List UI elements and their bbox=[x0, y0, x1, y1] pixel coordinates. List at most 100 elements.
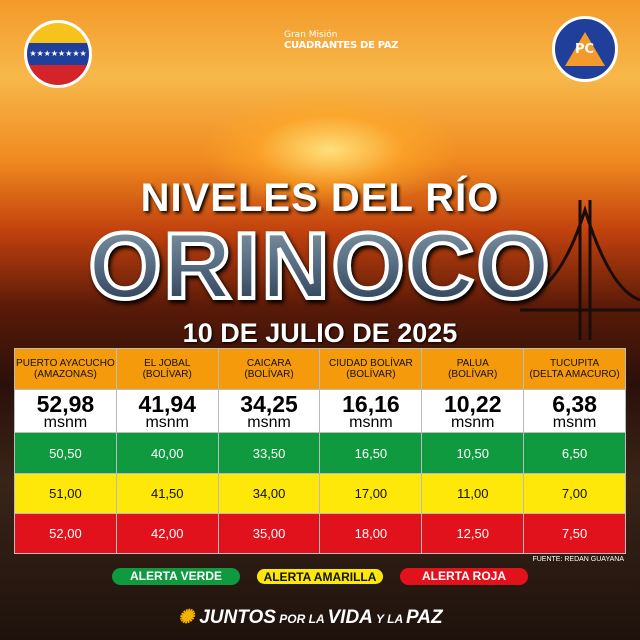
table-cell: 35,00 bbox=[217, 513, 321, 554]
alerta-amarilla-value: 7,00 bbox=[561, 486, 588, 501]
bridge-silhouette bbox=[520, 200, 640, 340]
current-level: 16,16 bbox=[342, 390, 400, 417]
table-row: PUERTO AYACUCHO (AMAZONAS) EL JOBAL (BOLÍVA… bbox=[14, 348, 626, 390]
slogan-part: VIDA bbox=[327, 607, 373, 628]
table-cell: EL JOBAL (BOLÍVAR) bbox=[115, 348, 219, 390]
current-level: 34,25 bbox=[240, 390, 298, 417]
table-cell: 33,50 bbox=[217, 432, 321, 474]
slogan-part: JUNTOS bbox=[199, 607, 276, 628]
legend-alerta-amarilla: ALERTA AMARILLA bbox=[256, 568, 384, 585]
table-cell: CIUDAD BOLÍVAR (BOLÍVAR) bbox=[319, 348, 423, 390]
alerta-verde-value: 40,00 bbox=[150, 445, 184, 461]
table-cell: PALUA (BOLÍVAR) bbox=[421, 348, 525, 390]
table-cell: 42,00 bbox=[115, 513, 219, 554]
alerta-amarilla-value: 51,00 bbox=[49, 486, 82, 501]
river-levels-table: PUERTO AYACUCHO (AMAZONAS) EL JOBAL (BOLÍVA… bbox=[14, 348, 626, 554]
station-region: (BOLÍVAR) bbox=[244, 369, 294, 380]
station-region: (AMAZONAS) bbox=[34, 369, 97, 380]
table-cell: TUCUPITA (DELTA AMACURO) bbox=[523, 348, 626, 390]
table-cell: 34,00 bbox=[217, 473, 321, 514]
current-level: 41,94 bbox=[138, 390, 197, 417]
cuadrantes-de-paz-logo: Gran Misión CUADRANTES DE PAZ bbox=[268, 30, 399, 51]
level-unit: msnm bbox=[145, 413, 190, 431]
legend-alerta-verde: ALERTA VERDE bbox=[112, 568, 240, 585]
date: 10 DE JULIO DE 2025 bbox=[182, 318, 458, 348]
table-cell: 41,50 bbox=[115, 473, 219, 514]
level-unit: msnm bbox=[349, 413, 393, 431]
table-cell: 7,50 bbox=[523, 513, 626, 554]
table-cell: 6,50 bbox=[523, 432, 626, 474]
alerta-amarilla-value: 34,00 bbox=[252, 486, 286, 501]
table-cell: 17,00 bbox=[319, 473, 423, 514]
table-cell: 41,94 msnm bbox=[115, 389, 219, 433]
sunset-glow bbox=[200, 90, 460, 210]
slogan: ✺ JUNTOS POR LA VIDA Y LA PAZ bbox=[178, 606, 443, 629]
legend-alerta-roja: ALERTA ROJA bbox=[400, 568, 528, 585]
alerta-roja-value: 35,00 bbox=[252, 526, 286, 541]
people-icon: ✺ bbox=[178, 607, 194, 628]
ministry-logo: ★★★★★★★★ bbox=[24, 20, 92, 88]
table-cell: 40,00 bbox=[115, 432, 219, 474]
current-level: 10,22 bbox=[443, 390, 502, 417]
current-level: 6,38 bbox=[552, 390, 597, 417]
level-unit: msnm bbox=[247, 413, 291, 431]
table-cell: 16,50 bbox=[319, 432, 423, 474]
table-cell: 7,00 bbox=[523, 473, 626, 514]
alerta-amarilla-value: 41,50 bbox=[150, 486, 184, 501]
proteccion-civil-logo: PC bbox=[552, 16, 618, 82]
alerta-verde-value: 33,50 bbox=[252, 445, 286, 461]
table-cell: 51,00 bbox=[14, 473, 117, 514]
alerta-roja-value: 12,50 bbox=[456, 526, 489, 541]
table-cell: 52,00 bbox=[14, 513, 117, 554]
station-region: (BOLÍVAR) bbox=[142, 369, 192, 380]
level-unit: msnm bbox=[552, 413, 597, 431]
alerta-verde-value: 10,50 bbox=[456, 445, 489, 461]
source: FUENTE: REDAN GUAYANA bbox=[532, 556, 624, 563]
station-name: PALUA bbox=[456, 358, 489, 369]
table-cell: 16,16 msnm bbox=[319, 389, 423, 433]
pc-label: PC bbox=[575, 42, 595, 57]
table-cell: CAICARA (BOLÍVAR) bbox=[217, 348, 321, 390]
table-cell: 6,38 msnm bbox=[523, 389, 626, 433]
station-region: (DELTA AMACURO) bbox=[529, 369, 620, 380]
logo-subtitle: Gran Misión bbox=[284, 30, 338, 40]
table-cell: 12,50 bbox=[421, 513, 525, 554]
alerta-amarilla-value: 17,00 bbox=[354, 486, 388, 501]
alerta-roja-value: 18,00 bbox=[354, 526, 388, 541]
alerta-verde-value: 6,50 bbox=[561, 445, 588, 461]
station-name: CIUDAD BOLÍVAR bbox=[329, 358, 413, 369]
station-region: (BOLÍVAR) bbox=[448, 369, 498, 380]
station-name: PUERTO AYACUCHO bbox=[16, 358, 115, 369]
table-cell: 52,98 msnm bbox=[14, 389, 117, 433]
station-region: (BOLÍVAR) bbox=[346, 369, 396, 380]
table-cell: 10,50 bbox=[421, 432, 525, 474]
alerta-roja-value: 42,00 bbox=[150, 526, 184, 541]
table-cell: PUERTO AYACUCHO (AMAZONAS) bbox=[14, 348, 117, 390]
level-unit: msnm bbox=[43, 413, 88, 431]
alerta-verde-value: 16,50 bbox=[354, 445, 388, 461]
alerta-amarilla-value: 11,00 bbox=[456, 486, 489, 501]
table-row: 52,00 42,00 35,00 18,00 12,50 7,50 bbox=[14, 513, 626, 554]
table-cell: 34,25 msnm bbox=[217, 389, 321, 433]
table-cell: 50,50 bbox=[14, 432, 117, 474]
title-line2: ORINOCO bbox=[0, 211, 640, 320]
table-cell: 11,00 bbox=[421, 473, 525, 514]
alerta-verde-value: 50,50 bbox=[49, 445, 82, 461]
level-unit: msnm bbox=[450, 413, 495, 431]
alerta-roja-value: 7,50 bbox=[561, 526, 588, 541]
title-line1: NIVELES DEL RÍO bbox=[140, 176, 500, 220]
table-cell: 10,22 msnm bbox=[421, 389, 525, 433]
slogan-part: Y LA bbox=[372, 612, 407, 626]
alerta-roja-value: 52,00 bbox=[49, 526, 82, 541]
station-name: TUCUPITA bbox=[549, 358, 600, 369]
table-cell: 18,00 bbox=[319, 513, 423, 554]
slogan-part: POR LA bbox=[275, 612, 328, 626]
table-row: 50,50 40,00 33,50 16,50 10,50 6,50 bbox=[14, 432, 626, 474]
current-level: 52,98 bbox=[36, 390, 95, 417]
table-row: 52,98 msnm 41,94 msnm 34,25 msnm 16,16 msnm 10,2… bbox=[14, 389, 626, 433]
table-row: 51,00 41,50 34,00 17,00 11,00 7,00 bbox=[14, 473, 626, 514]
station-name: EL JOBAL bbox=[144, 358, 191, 369]
slogan-part: PAZ bbox=[406, 607, 443, 628]
station-name: CAICARA bbox=[246, 358, 292, 369]
